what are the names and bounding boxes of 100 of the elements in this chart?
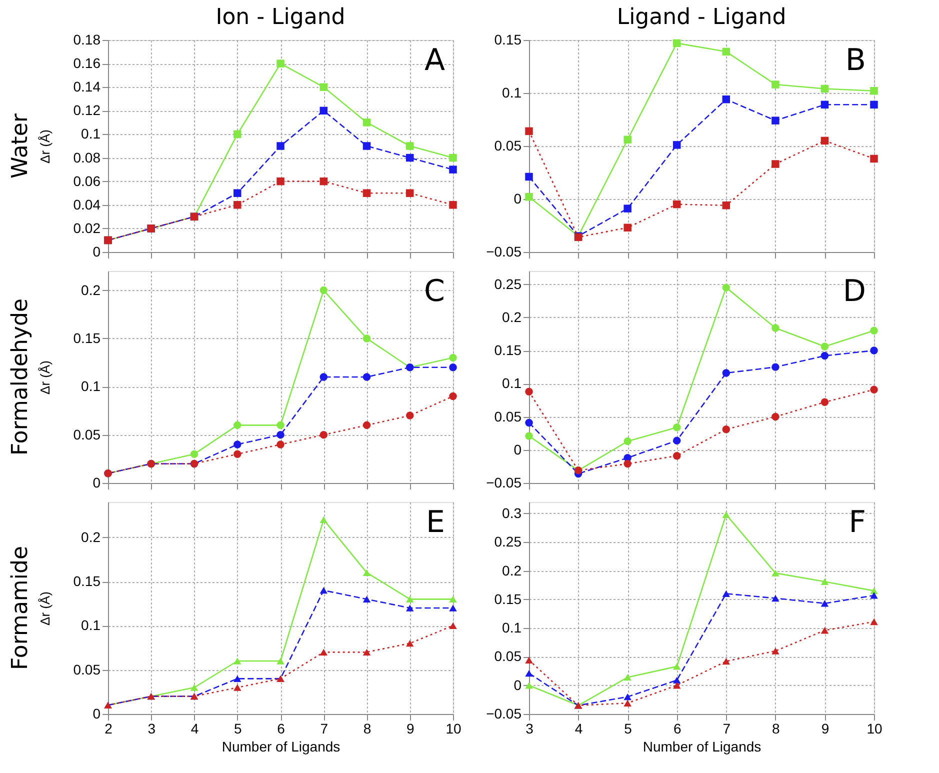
point <box>672 200 681 208</box>
point <box>449 392 457 400</box>
point <box>362 142 371 150</box>
point <box>672 676 681 684</box>
point <box>406 142 414 150</box>
point <box>672 423 681 432</box>
y-tick-label: 0.05 <box>73 426 101 442</box>
y-tick-label: −0.05 <box>486 706 522 722</box>
point <box>722 590 730 598</box>
point <box>449 622 457 630</box>
y-tick-label: 0.05 <box>494 408 522 424</box>
point <box>525 193 533 201</box>
y-tick-label: 0.12 <box>73 102 101 118</box>
x-tick-label: 9 <box>821 720 830 736</box>
y-tick-label: 0.1 <box>502 620 522 636</box>
point <box>820 100 829 109</box>
y-tick-label: 0.05 <box>494 648 522 664</box>
point <box>190 684 198 691</box>
point <box>449 166 457 174</box>
y-tick-label: 0 <box>92 474 101 490</box>
point <box>362 648 371 656</box>
point <box>722 201 730 210</box>
point <box>722 511 730 518</box>
point <box>525 418 533 427</box>
point <box>320 648 328 656</box>
point <box>320 373 328 381</box>
x-tick-label: 5 <box>234 720 242 736</box>
x-tick-label: 2 <box>104 720 113 736</box>
point <box>362 569 371 576</box>
point <box>820 84 829 93</box>
y-tick-label: 0 <box>514 676 522 693</box>
y-tick-label: 0 <box>92 706 101 722</box>
x-tick-label: 4 <box>574 720 583 736</box>
point <box>525 670 533 677</box>
point <box>449 364 457 372</box>
point <box>624 693 632 700</box>
point <box>406 154 414 162</box>
point <box>820 352 829 360</box>
point <box>672 436 681 444</box>
point <box>406 596 414 603</box>
point <box>449 154 457 162</box>
point <box>722 369 730 377</box>
y-tick-label: 0.3 <box>502 504 522 521</box>
y-tick-label: 0.15 <box>73 330 101 346</box>
x-axis-title: Number of Ligands <box>222 738 340 754</box>
point <box>722 284 730 292</box>
point <box>870 592 878 599</box>
point <box>234 675 242 682</box>
y-tick-label: 0.18 <box>73 32 101 48</box>
point <box>870 87 878 95</box>
point <box>672 682 681 689</box>
point <box>276 421 284 430</box>
y-tick-label: 0.06 <box>73 172 101 189</box>
annotation: E <box>426 505 445 540</box>
point <box>525 656 533 664</box>
point <box>624 700 632 706</box>
annotation: F <box>848 505 866 540</box>
point <box>772 160 780 168</box>
point <box>276 440 284 448</box>
point <box>276 177 284 186</box>
y-tick-label: 0.2 <box>502 562 522 578</box>
chart-title: Ion - Ligand <box>216 5 346 30</box>
point <box>362 189 371 197</box>
y-tick-label: 0.08 <box>73 149 101 166</box>
y-tick-label: 0.2 <box>81 282 101 298</box>
y-tick-label: 0 <box>514 190 522 206</box>
point <box>234 130 242 138</box>
y-tick-label: 0.14 <box>73 78 101 95</box>
x-tick-label: 7 <box>722 720 731 736</box>
y-tick-label: 0.1 <box>81 378 101 394</box>
point <box>234 201 242 209</box>
x-tick-label: 7 <box>320 720 328 736</box>
point <box>234 658 242 664</box>
y-tick-label: 0.25 <box>494 534 522 550</box>
point <box>772 363 780 371</box>
y-axis-title: Δr (Å) <box>38 592 52 626</box>
point <box>525 682 533 689</box>
y-tick-label: −0.05 <box>486 244 522 260</box>
point <box>722 658 730 665</box>
point <box>320 177 328 186</box>
point <box>772 80 780 88</box>
y-tick-label: −0.05 <box>486 474 522 490</box>
point <box>772 648 780 654</box>
point <box>525 432 533 440</box>
point <box>362 596 371 603</box>
point <box>624 674 632 681</box>
point <box>722 48 730 56</box>
point <box>672 39 681 48</box>
y-tick-label: 0.15 <box>494 342 522 358</box>
y-tick-label: 0.1 <box>502 375 522 392</box>
point <box>190 450 198 458</box>
x-tick-label: 9 <box>406 720 414 736</box>
point <box>624 460 632 468</box>
point <box>870 154 878 163</box>
point <box>870 326 878 334</box>
y-tick-label: 0.2 <box>81 528 101 545</box>
point <box>820 626 829 634</box>
x-tick-label: 10 <box>866 720 882 736</box>
point <box>624 224 632 232</box>
point <box>820 600 829 607</box>
